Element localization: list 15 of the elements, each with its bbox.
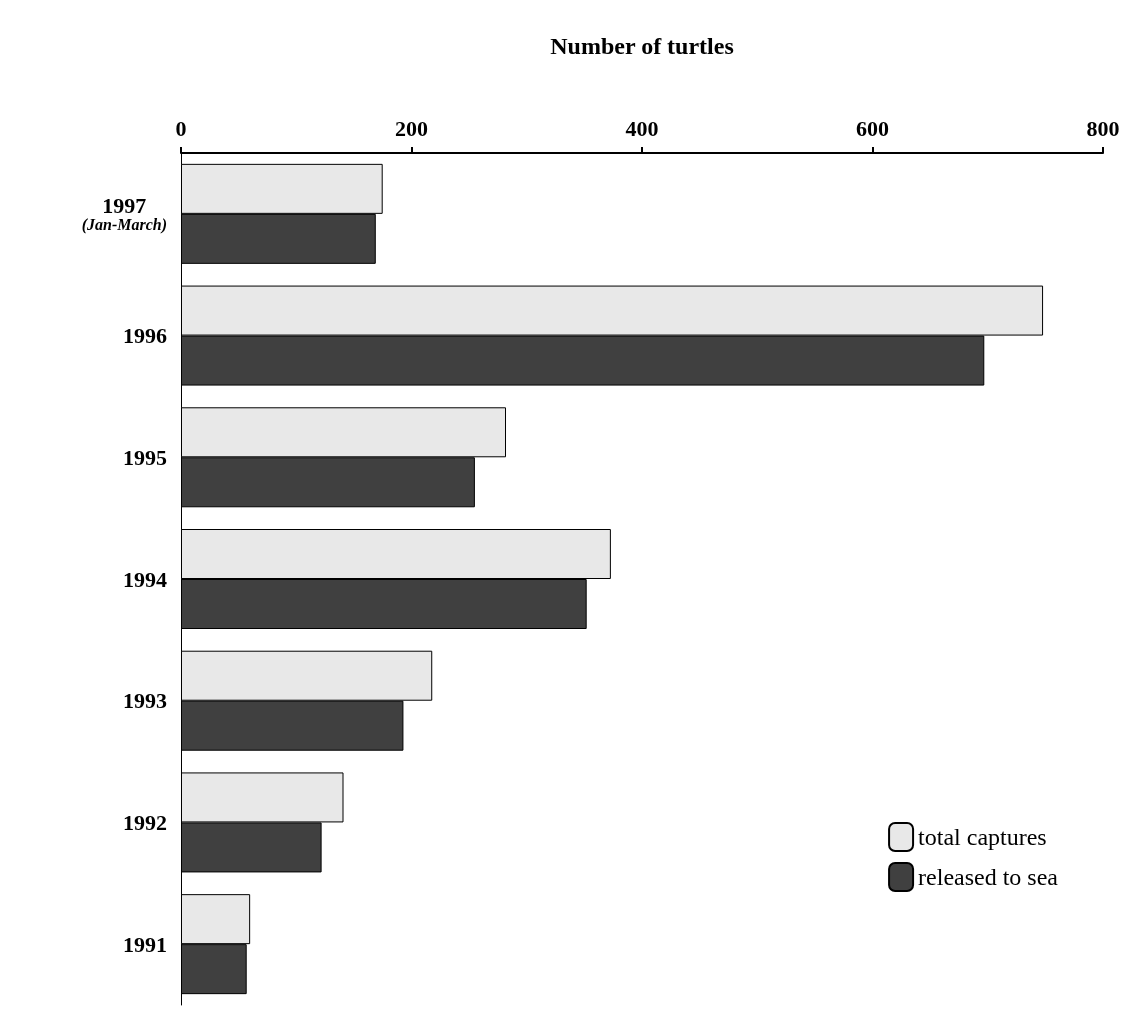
- x-tick-label: 600: [856, 115, 889, 141]
- y-tick-label: 1991: [123, 931, 167, 957]
- y-tick-label: 1992: [123, 809, 167, 835]
- y-tick-label: 1995: [123, 444, 167, 470]
- x-tick-label: 0: [175, 115, 187, 141]
- x-tick-label: 200: [395, 115, 428, 141]
- x-axis-title: Number of turtles: [550, 33, 734, 59]
- y-tick-label: 1997 (Jan-March): [81, 193, 167, 235]
- y-tick-label: 1993: [123, 688, 167, 714]
- y-tick-label: 1994: [123, 566, 167, 592]
- x-tick-label: 400: [625, 115, 659, 141]
- x-tick-label: 800: [1086, 115, 1120, 141]
- legend-label: released to sea: [918, 864, 1059, 890]
- legend-label: total captures: [918, 824, 1047, 850]
- y-tick-label: 1996: [123, 323, 167, 349]
